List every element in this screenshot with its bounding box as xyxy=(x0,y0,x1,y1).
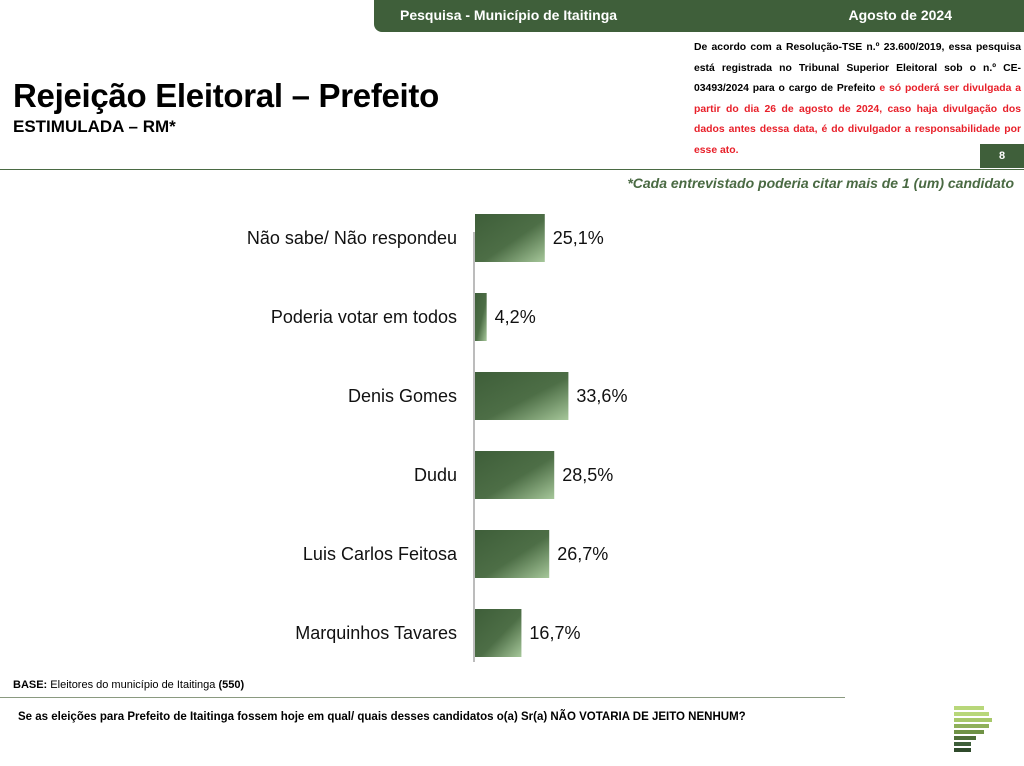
category-label: Denis Gomes xyxy=(348,386,457,406)
category-label: Poderia votar em todos xyxy=(271,307,457,327)
value-label: 25,1% xyxy=(553,228,604,248)
base-count: (550) xyxy=(218,679,245,691)
divider xyxy=(0,169,1024,170)
category-label: Não sabe/ Não respondeu xyxy=(247,228,457,248)
survey-question: Se as eleições para Prefeito de Itaiting… xyxy=(18,711,746,723)
page-title: Rejeição Eleitoral – Prefeito xyxy=(13,77,439,114)
date-label: Agosto de 2024 xyxy=(848,7,952,23)
value-label: 33,6% xyxy=(576,386,627,406)
legal-notice: De acordo com a Resolução-TSE n.º 23.600… xyxy=(694,38,1021,162)
bar xyxy=(475,451,555,499)
header-bar: Pesquisa - Município de Itaitinga Agosto… xyxy=(374,0,1024,32)
value-label: 16,7% xyxy=(529,623,580,643)
bar xyxy=(475,214,545,262)
legal-text: De acordo com a Resolução-TSE n.º 23.600… xyxy=(694,42,1021,95)
page-subtitle: ESTIMULADA – RM* xyxy=(13,117,176,136)
legal-warning-text: e só poderá ser divulgada a partir do di… xyxy=(694,83,1021,156)
value-label: 28,5% xyxy=(562,465,613,485)
page-number: 8 xyxy=(980,144,1024,168)
bar xyxy=(475,609,522,657)
bar xyxy=(475,293,487,341)
chart-note: *Cada entrevistado poderia citar mais de… xyxy=(627,175,1014,191)
bar xyxy=(475,530,550,578)
stacked-bars-logo-icon xyxy=(954,706,992,752)
footer-divider xyxy=(0,697,845,698)
category-label: Dudu xyxy=(414,465,457,485)
value-label: 26,7% xyxy=(557,544,608,564)
category-label: Marquinhos Tavares xyxy=(295,623,457,643)
value-label: 4,2% xyxy=(495,307,536,327)
base-label: BASE: xyxy=(13,679,48,691)
base-text: Eleitores do município de Itaitinga xyxy=(47,679,219,691)
survey-label: Pesquisa - Município de Itaitinga xyxy=(400,7,618,23)
category-label: Luis Carlos Feitosa xyxy=(303,544,458,564)
bar xyxy=(475,372,569,420)
base-note: BASE: Eleitores do município de Itaiting… xyxy=(13,679,244,691)
